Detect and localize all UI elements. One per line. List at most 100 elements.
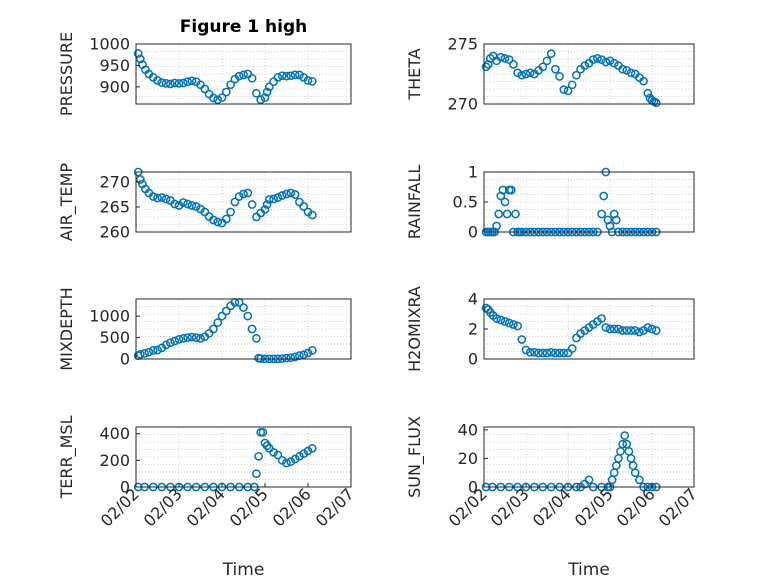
y-tick-label: 270 bbox=[447, 95, 478, 114]
data-point bbox=[504, 55, 514, 64]
data-point bbox=[630, 326, 640, 335]
data-point bbox=[247, 73, 257, 83]
data-point bbox=[170, 336, 180, 346]
data-point bbox=[601, 323, 611, 332]
data-point bbox=[166, 79, 175, 89]
data-point bbox=[500, 317, 510, 326]
data-point bbox=[521, 345, 531, 355]
data-point bbox=[506, 185, 516, 195]
data-point bbox=[269, 194, 278, 204]
data-point bbox=[290, 454, 300, 464]
data-point bbox=[525, 347, 535, 357]
data-point bbox=[217, 311, 227, 321]
data-point bbox=[213, 318, 223, 327]
x-tick-label: 02/04 bbox=[183, 484, 229, 530]
data-point bbox=[551, 64, 560, 74]
data-point bbox=[534, 348, 543, 358]
data-point bbox=[277, 191, 287, 200]
data-point bbox=[133, 49, 143, 58]
data-point bbox=[135, 175, 145, 184]
y-tick-label: 40 bbox=[458, 420, 478, 439]
data-point bbox=[153, 76, 162, 85]
data-point bbox=[269, 447, 278, 457]
y-tick-label: 4 bbox=[468, 290, 478, 309]
data-point bbox=[252, 88, 261, 98]
data-point bbox=[239, 189, 248, 199]
data-point bbox=[286, 353, 296, 363]
data-point bbox=[618, 64, 627, 74]
data-point bbox=[260, 93, 270, 102]
data-point bbox=[183, 333, 192, 342]
data-point bbox=[299, 350, 309, 360]
data-point bbox=[226, 80, 235, 90]
data-point bbox=[303, 446, 313, 456]
data-point bbox=[148, 192, 158, 201]
data-point bbox=[593, 54, 602, 63]
panel-air_temp: 260 265 270 AIR_TEMP bbox=[57, 163, 352, 242]
data-point bbox=[153, 345, 162, 355]
x-axis-label: Time bbox=[567, 560, 610, 580]
y-axis-label: TERR_MSL bbox=[57, 415, 77, 499]
data-point bbox=[200, 207, 210, 217]
data-point bbox=[262, 441, 272, 451]
x-axis-label: Time bbox=[222, 560, 265, 580]
data-point bbox=[243, 69, 253, 79]
y-tick-label: 0 bbox=[120, 478, 130, 497]
data-point bbox=[234, 71, 244, 81]
data-point bbox=[148, 346, 158, 355]
data-point bbox=[252, 469, 261, 479]
data-point bbox=[618, 439, 627, 449]
data-point bbox=[542, 348, 552, 358]
data-point bbox=[239, 303, 248, 312]
data-point bbox=[247, 324, 257, 334]
data-point bbox=[277, 455, 287, 465]
data-point bbox=[191, 202, 201, 211]
data-point bbox=[183, 199, 192, 209]
plot-area bbox=[135, 298, 352, 360]
data-point bbox=[262, 200, 272, 209]
panel-terr_msl: 020040002/0202/0302/0402/0502/0602/07TER… bbox=[57, 415, 358, 580]
x-tick-label: 02/07 bbox=[312, 484, 358, 530]
data-point bbox=[299, 202, 309, 211]
data-point bbox=[213, 95, 223, 105]
y-tick-label: 20 bbox=[458, 449, 478, 468]
data-point bbox=[498, 185, 508, 195]
data-point bbox=[178, 198, 188, 207]
figure-title: Figure 1 high bbox=[180, 17, 308, 37]
data-point bbox=[647, 324, 657, 334]
x-tick-label: 02/06 bbox=[613, 484, 659, 530]
data-point bbox=[282, 458, 291, 468]
data-point bbox=[226, 207, 235, 217]
data-point bbox=[588, 55, 598, 64]
data-point bbox=[273, 450, 283, 460]
y-tick-label: 1000 bbox=[89, 35, 130, 54]
data-point bbox=[187, 76, 197, 86]
data-point bbox=[135, 54, 145, 64]
data-point bbox=[635, 475, 644, 485]
data-point bbox=[282, 71, 291, 81]
data-point bbox=[174, 334, 184, 344]
data-point bbox=[609, 324, 619, 334]
panel-sun_flux: 0204002/0202/0302/0402/0502/0602/07SUN_F… bbox=[405, 416, 701, 580]
y-tick-label: 0 bbox=[468, 350, 478, 369]
data-point bbox=[559, 348, 569, 358]
y-axis-label: THETA bbox=[405, 48, 424, 100]
data-point bbox=[626, 68, 636, 78]
y-tick-label: 1 bbox=[468, 163, 478, 182]
data-point bbox=[213, 217, 223, 227]
y-tick-label: 900 bbox=[99, 77, 130, 96]
data-point bbox=[630, 468, 640, 478]
data-point bbox=[290, 352, 300, 362]
data-point bbox=[618, 326, 627, 335]
data-point bbox=[187, 201, 197, 210]
data-point bbox=[572, 70, 581, 80]
data-point bbox=[481, 62, 491, 72]
data-point bbox=[295, 197, 304, 207]
data-point bbox=[639, 76, 648, 86]
data-point bbox=[243, 188, 253, 198]
data-point bbox=[502, 209, 512, 219]
data-point bbox=[599, 191, 609, 201]
data-point bbox=[494, 209, 504, 219]
data-point bbox=[196, 334, 205, 343]
